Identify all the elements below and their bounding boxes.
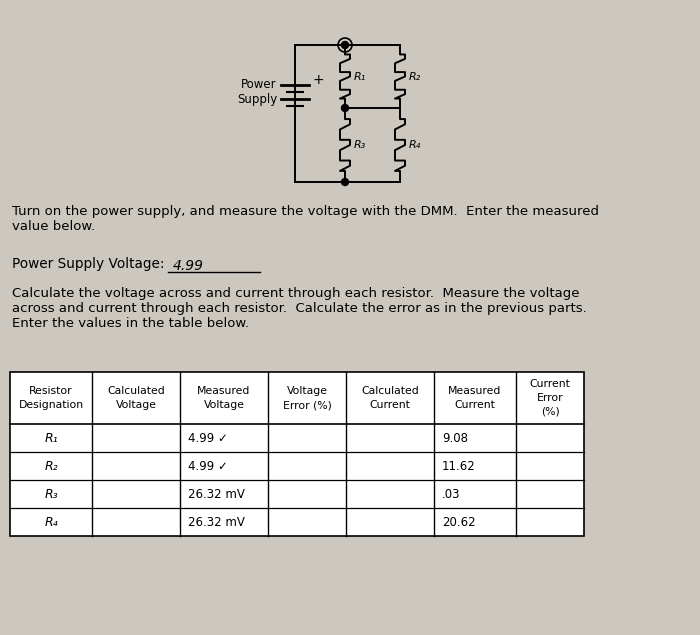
Text: R₁: R₁ [354,72,366,81]
Text: Turn on the power supply, and measure the voltage with the DMM.  Enter the measu: Turn on the power supply, and measure th… [12,205,599,233]
Text: Current: Current [530,379,570,389]
Text: 26.32 mV: 26.32 mV [188,488,245,500]
Text: 26.32 mV: 26.32 mV [188,516,245,528]
Bar [10,372,584,536]
Text: 4.99 ✓: 4.99 ✓ [188,460,228,472]
Text: R₄: R₄ [409,140,421,150]
Text: R₄: R₄ [44,516,58,528]
Text: R₃: R₃ [354,140,366,150]
Text: 9.08: 9.08 [442,432,468,444]
Text: Current: Current [454,400,496,410]
Text: R₂: R₂ [44,460,58,472]
Text: R₁: R₁ [44,432,58,444]
Text: Error: Error [537,393,564,403]
Text: Power Supply Voltage:: Power Supply Voltage: [12,257,174,271]
Text: 4.99 ✓: 4.99 ✓ [188,432,228,444]
Text: R₂: R₂ [409,72,421,81]
Text: Voltage: Voltage [116,400,157,410]
Text: 11.62: 11.62 [442,460,476,472]
Text: (%): (%) [540,407,559,417]
Text: 20.62: 20.62 [442,516,475,528]
Circle shape [342,178,349,185]
Text: Current: Current [370,400,410,410]
Text: Measured: Measured [197,386,251,396]
Text: Calculated: Calculated [107,386,165,396]
Text: Voltage: Voltage [286,386,328,396]
Text: Power: Power [241,79,277,91]
Text: Calculated: Calculated [361,386,419,396]
Text: Measured: Measured [448,386,502,396]
Circle shape [342,41,349,48]
Text: Voltage: Voltage [204,400,244,410]
Text: Designation: Designation [18,400,83,410]
Text: Supply: Supply [237,93,277,105]
Circle shape [342,105,349,112]
Text: .03: .03 [442,488,461,500]
Text: Error (%): Error (%) [283,400,331,410]
Text: Resistor: Resistor [29,386,73,396]
Text: Calculate the voltage across and current through each resistor.  Measure the vol: Calculate the voltage across and current… [12,287,587,330]
Text: 4.99: 4.99 [173,259,204,273]
Text: R₃: R₃ [44,488,58,500]
Text: +: + [312,74,323,88]
